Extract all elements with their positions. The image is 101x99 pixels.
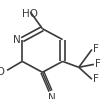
- Text: N: N: [48, 93, 55, 99]
- Text: HO: HO: [22, 9, 38, 19]
- Text: F: F: [93, 44, 99, 55]
- Text: F: F: [95, 59, 101, 69]
- Text: HO: HO: [0, 67, 5, 77]
- Text: N: N: [13, 35, 21, 45]
- Text: F: F: [93, 74, 99, 84]
